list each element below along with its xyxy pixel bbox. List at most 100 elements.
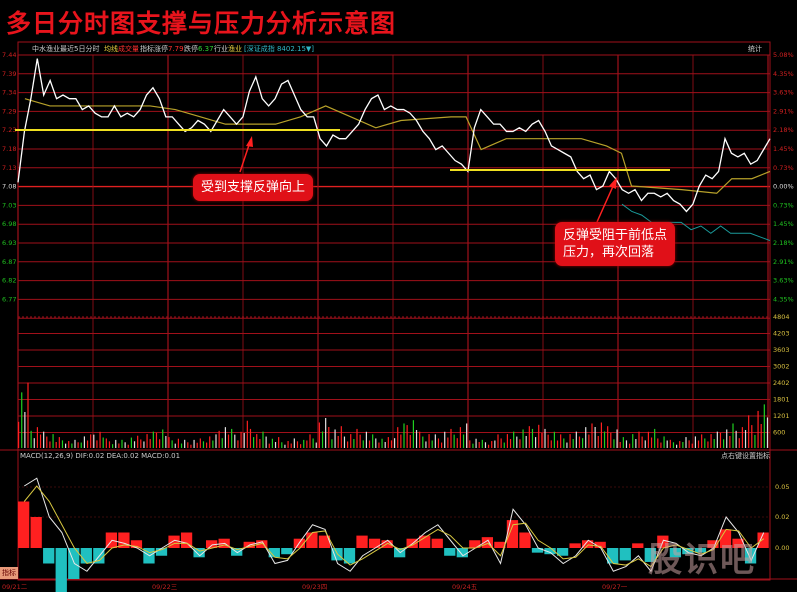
indicator-settings-tip[interactable]: 点右键设置指标 (721, 451, 770, 460)
volume-bar (21, 392, 23, 448)
macd-bar (168, 535, 180, 548)
volume-bar (240, 431, 242, 448)
volume-bar (531, 428, 534, 448)
volume-bar (544, 428, 546, 448)
volume-bar (215, 434, 217, 448)
volume-tick-label: 600 (773, 429, 785, 437)
volume-bar (663, 436, 665, 448)
volume-bar (694, 436, 696, 448)
index-line (621, 203, 771, 242)
macd-bar (682, 548, 694, 555)
limit-down-label: 跌停 (184, 44, 198, 53)
volume-bar (710, 434, 712, 448)
volume-bar (450, 428, 452, 448)
volume-bar (425, 441, 427, 448)
volume-bar (246, 420, 248, 448)
volume-bar (594, 427, 596, 448)
volume-bar (676, 444, 678, 448)
volume-bar (625, 440, 628, 448)
volume-bar (760, 424, 762, 448)
volume-bar (447, 437, 449, 448)
volume-bar (303, 439, 305, 448)
volume-bar (253, 437, 255, 448)
volume-bar (108, 441, 111, 448)
macd-bar (356, 535, 368, 548)
stats-button[interactable]: 统计 (748, 44, 762, 53)
volume-bar (39, 434, 42, 448)
volume-bar (231, 428, 233, 448)
volume-bar (259, 439, 261, 448)
volume-bar (550, 440, 552, 448)
macd-bar (268, 548, 280, 558)
volume-bar (434, 434, 436, 448)
price-tick-label: 7.34 (2, 89, 16, 97)
volume-bar (218, 430, 220, 448)
volume-bar (124, 442, 126, 448)
volume-tick-label: 4203 (773, 330, 790, 338)
volume-bar (243, 433, 245, 448)
volume-bar (704, 438, 706, 448)
macd-bar (694, 548, 707, 553)
volume-bar (588, 434, 590, 448)
volume-bar (453, 434, 455, 448)
volume-bar (632, 434, 634, 448)
volume-bar (140, 439, 142, 448)
percent-tick-label: 3.63% (773, 89, 794, 97)
macd-bar (180, 532, 193, 548)
volume-tick-label: 1201 (773, 412, 790, 420)
index-reference[interactable]: [深证成指 8402.15▼] (244, 44, 314, 53)
volume-bar (494, 440, 496, 448)
macd-bar (331, 548, 343, 561)
price-line (17, 58, 771, 213)
volume-bar (165, 436, 167, 448)
volume-bar (343, 436, 346, 448)
volume-bar (80, 442, 82, 448)
macd-bar (744, 548, 757, 564)
price-tick-label: 6.98 (2, 220, 16, 228)
legend-volume: 成交量 (118, 44, 139, 53)
volume-bar (541, 433, 543, 448)
volume-bar (184, 439, 186, 448)
price-tick-label: 7.03 (2, 201, 16, 209)
macd-bar (18, 501, 30, 548)
volume-bar (350, 434, 352, 448)
volume-bar (74, 439, 76, 448)
volume-bar (629, 443, 631, 448)
volume-bar (284, 444, 286, 448)
volume-bar (488, 444, 490, 448)
macd-bar (130, 540, 143, 548)
volume-bar (400, 434, 402, 448)
macd-bar (544, 548, 556, 555)
volume-bar (685, 437, 687, 448)
volume-bar (522, 429, 524, 448)
indicator-badge[interactable]: 指标 (0, 567, 18, 579)
price-tick-label: 7.44 (2, 51, 16, 59)
volume-bar (268, 443, 270, 448)
volume-bar (553, 431, 555, 448)
volume-bar (293, 438, 295, 448)
volume-bar (462, 434, 465, 448)
volume-bar (475, 438, 477, 448)
volume-bar (237, 440, 239, 448)
volume-bar (603, 431, 606, 448)
volume-bar (503, 442, 505, 448)
macd-bar (68, 548, 80, 579)
volume-bar (444, 431, 446, 448)
date-label: 09/21二 (2, 583, 28, 591)
volume-bar (619, 442, 621, 448)
volume-bar (547, 434, 549, 448)
legend-avg: 均线 (104, 44, 118, 53)
macd-bar (582, 540, 594, 548)
volume-bar (597, 436, 599, 448)
volume-tick-label: 2402 (773, 379, 790, 387)
volume-bar (647, 431, 649, 448)
indicator-label[interactable]: 指标 (140, 44, 154, 53)
macd-bar (256, 540, 268, 548)
volume-bar (325, 418, 327, 448)
macd-header: MACD(12,26,9) DIF:0.02 DEA:0.02 MACD:0.0… (20, 452, 180, 460)
volume-bar (657, 438, 659, 448)
date-axis: 09/21二 09/22三 09/23四 09/24五 09/27一 (2, 583, 628, 591)
volume-bar (669, 439, 671, 448)
volume-bar (130, 437, 132, 448)
